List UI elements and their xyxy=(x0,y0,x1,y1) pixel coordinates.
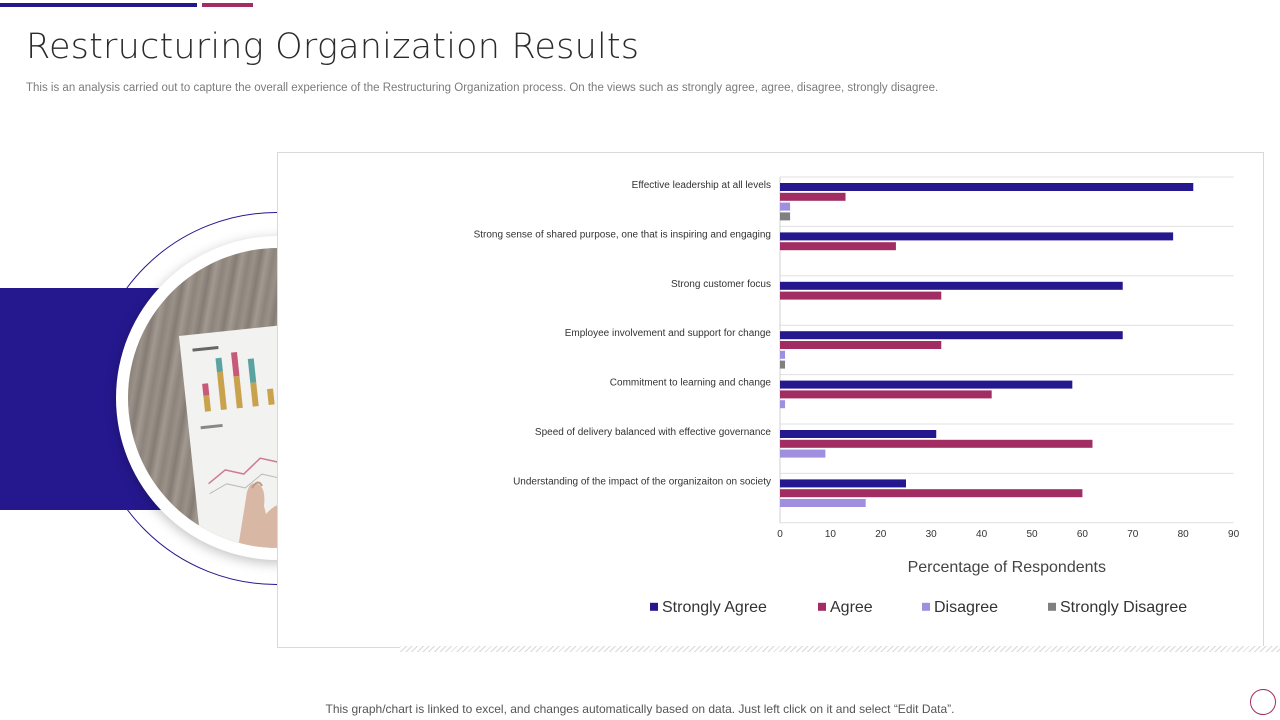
bar-agree xyxy=(780,489,1083,498)
category-label: Strong customer focus xyxy=(671,279,771,290)
page-number-circle xyxy=(1250,689,1276,715)
x-tick-label: 30 xyxy=(926,529,938,540)
bar-disagree xyxy=(780,202,791,211)
legend-swatch xyxy=(818,602,826,611)
legend-label: Strongly Agree xyxy=(662,599,767,616)
bar-strongly-disagree xyxy=(780,212,791,221)
bar-agree xyxy=(780,192,846,201)
x-tick-label: 40 xyxy=(976,529,988,540)
x-tick-label: 90 xyxy=(1228,529,1240,540)
bar-strongly-agree xyxy=(780,430,937,438)
bar-strongly-agree xyxy=(780,331,1123,340)
bar-agree xyxy=(780,439,1093,448)
bar-disagree xyxy=(780,350,786,359)
x-tick-label: 50 xyxy=(1026,529,1038,540)
bar-agree xyxy=(780,291,942,300)
x-tick-label: 80 xyxy=(1178,529,1190,540)
bar-disagree xyxy=(780,400,786,409)
bar-agree xyxy=(780,390,992,399)
bar-strongly-agree xyxy=(780,380,1073,389)
category-label: Effective leadership at all levels xyxy=(632,180,771,191)
legend-swatch xyxy=(650,602,658,611)
top-accent-bar-primary xyxy=(0,3,197,7)
legend-swatch xyxy=(922,602,930,611)
bar-disagree xyxy=(780,499,866,507)
x-tick-label: 60 xyxy=(1077,529,1089,540)
x-tick-label: 10 xyxy=(825,529,837,540)
x-axis-title: Percentage of Respondents xyxy=(908,559,1106,576)
bar-strongly-agree xyxy=(780,479,906,488)
bar-disagree xyxy=(780,449,826,458)
legend-label: Agree xyxy=(830,599,873,616)
page-subtitle: This is an analysis carried out to captu… xyxy=(26,82,939,94)
category-label: Speed of delivery balanced with effectiv… xyxy=(535,427,772,438)
bar-chart[interactable]: Effective leadership at all levels Strong… xyxy=(278,153,1263,647)
page-title: Restructuring Organization Results xyxy=(26,27,640,67)
bar-strongly-agree xyxy=(780,281,1123,290)
footnote: This graph/chart is linked to excel, and… xyxy=(325,702,955,716)
category-label: Employee involvement and support for cha… xyxy=(565,328,772,339)
bar-strongly-agree xyxy=(780,183,1194,191)
top-accent-bar-secondary xyxy=(202,3,253,7)
x-tick-label: 0 xyxy=(777,529,783,540)
x-tick-label: 20 xyxy=(875,529,887,540)
chart-panel[interactable]: Effective leadership at all levels Strong… xyxy=(277,152,1264,648)
legend-label: Strongly Disagree xyxy=(1060,599,1187,616)
bar-strongly-disagree xyxy=(780,360,786,369)
category-label: Strong sense of shared purpose, one that… xyxy=(474,229,771,240)
legend-label: Disagree xyxy=(934,599,998,616)
x-tick-label: 70 xyxy=(1127,529,1139,540)
panel-shadow xyxy=(400,646,1280,652)
bar-agree xyxy=(780,242,896,251)
category-label: Commitment to learning and change xyxy=(610,378,772,389)
legend-swatch xyxy=(1048,602,1056,611)
bar-agree xyxy=(780,341,942,349)
bar-strongly-agree xyxy=(780,232,1174,241)
category-label: Understanding of the impact of the organ… xyxy=(513,476,771,487)
